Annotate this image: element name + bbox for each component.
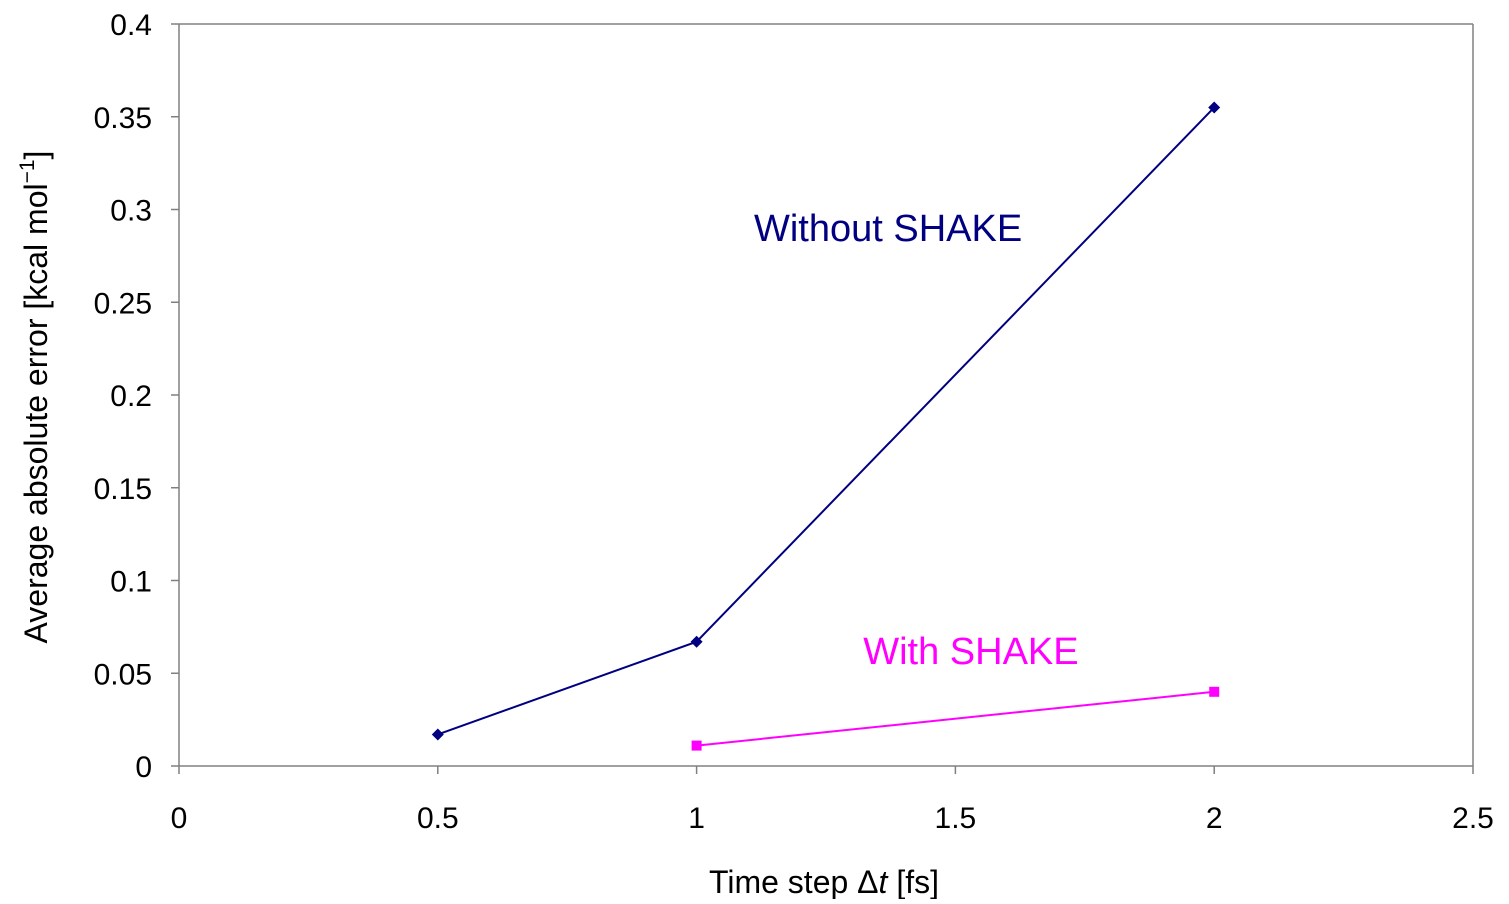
- x-tick-label: 2.5: [1452, 802, 1494, 835]
- axes: 0 0.05 0.1 0.15 0.2 0.25 0.3 0.35 0.4 0 0.5 1 1.5 2 2.…: [94, 9, 1494, 835]
- x-tick-label: 0.5: [417, 802, 459, 835]
- x-axis-title-part: [fs]: [887, 864, 939, 899]
- series-annotation-1: With SHAKE: [863, 631, 1078, 673]
- y-axis-title-part: −1: [16, 159, 39, 183]
- series-layer: [431, 101, 1221, 751]
- y-axis-title-part: Average absolute error [kcal mol: [18, 183, 54, 643]
- x-tick-label: 0: [171, 802, 188, 835]
- x-tick-label: 2: [1206, 802, 1223, 835]
- y-tick-label: 0.05: [94, 658, 152, 691]
- x-tick-label: 1.5: [935, 802, 977, 835]
- y-tick-label: 0.2: [110, 380, 152, 413]
- x-axis-title-part: t: [879, 864, 889, 899]
- x-axis-title: Time step Δt [fs]: [709, 864, 939, 899]
- y-tick-label: 0.4: [110, 9, 152, 42]
- series-line-1: [696, 690, 1215, 747]
- y-tick-label: 0.1: [110, 566, 152, 599]
- data-point-square: [691, 740, 702, 751]
- series-line-0: [437, 106, 1215, 736]
- y-tick-label: 0.3: [110, 195, 152, 228]
- data-point-diamond: [431, 728, 444, 741]
- y-tick-label: 0: [135, 751, 152, 784]
- data-point-square: [1209, 686, 1220, 697]
- data-point-diamond: [690, 635, 703, 648]
- y-tick-label: 0.25: [94, 287, 152, 320]
- series-annotation-0: Without SHAKE: [754, 208, 1022, 250]
- x-axis-title-part: Time step Δ: [709, 864, 879, 899]
- annotations: Without SHAKE With SHAKE: [754, 208, 1079, 673]
- x-tick-label: 1: [688, 802, 705, 835]
- y-tick-label: 0.15: [94, 473, 152, 506]
- data-point-diamond: [1208, 101, 1221, 114]
- y-axis-title-part: ]: [18, 151, 54, 160]
- y-axis-title: Average absolute error [kcal mol−1]: [16, 151, 54, 644]
- y-tick-label: 0.35: [94, 102, 152, 135]
